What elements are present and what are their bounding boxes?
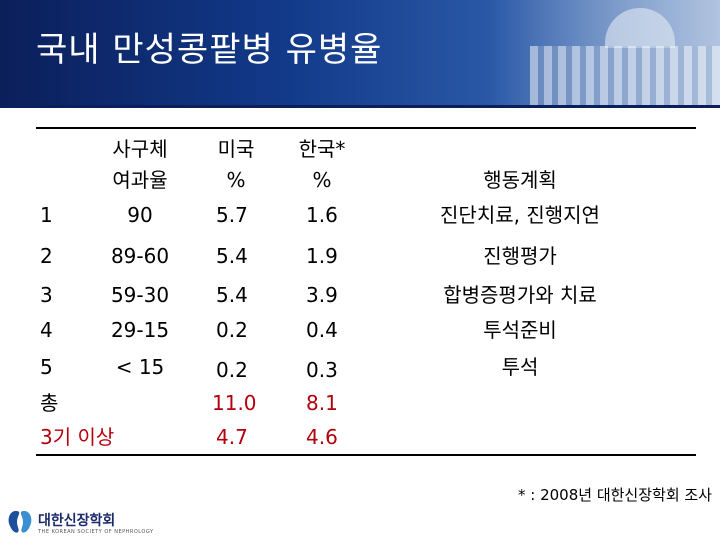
logo-name: 대한신장학회 <box>38 513 116 529</box>
header-kr-line2: % <box>312 168 332 192</box>
total-kr: 8.1 <box>306 391 338 415</box>
cell-stage: 4 <box>40 318 53 342</box>
table-top-rule <box>36 127 696 129</box>
header-gfr-line2: 여과율 <box>112 168 168 192</box>
cell-plan: 투석 <box>501 355 539 379</box>
page-title: 국내 만성콩팥병 유병율 <box>36 30 383 70</box>
header-gfr-line1: 사구체 <box>112 137 168 161</box>
cell-kr: 1.9 <box>306 244 338 268</box>
cell-us: 5.4 <box>216 244 248 268</box>
header-divider <box>0 105 720 108</box>
cell-plan: 투석준비 <box>483 318 557 342</box>
total-label: 총 <box>40 391 59 415</box>
cell-us: 5.7 <box>216 203 248 227</box>
building-dome <box>605 8 675 48</box>
cell-stage: 2 <box>40 244 53 268</box>
cell-us: 0.2 <box>216 318 248 342</box>
cell-plan: 진행평가 <box>483 244 557 268</box>
cell-us: 5.4 <box>216 283 248 307</box>
header-plan: 행동계획 <box>483 168 557 192</box>
cell-kr: 0.3 <box>306 358 338 382</box>
footnote: * : 2008년 대한신장학회 조사 <box>517 486 712 504</box>
table-bottom-rule <box>36 454 696 456</box>
cell-stage: 3 <box>40 283 53 307</box>
logo-subtitle: THE KOREAN SOCIETY OF NEPHROLOGY <box>38 529 154 535</box>
cell-gfr: < 15 <box>115 355 165 379</box>
cell-plan: 진단치료, 진행지연 <box>440 203 600 227</box>
cell-gfr: 90 <box>127 203 153 227</box>
cell-kr: 1.6 <box>306 203 338 227</box>
cell-stage: 5 <box>40 355 53 379</box>
header-us-line2: % <box>226 168 246 192</box>
header-us-line1: 미국 <box>217 137 255 161</box>
cell-plan: 합병증평가와 치료 <box>443 283 597 307</box>
cell-stage: 1 <box>40 203 53 227</box>
cell-us: 0.2 <box>216 358 248 382</box>
cell-kr: 0.4 <box>306 318 338 342</box>
stage3plus-label: 3기 이상 <box>40 425 115 449</box>
title-banner: 국내 만성콩팥병 유병율 <box>0 0 720 105</box>
cell-kr: 3.9 <box>306 283 338 307</box>
stage3plus-us: 4.7 <box>216 425 248 449</box>
cell-gfr: 89-60 <box>110 244 170 268</box>
kidney-logo-icon <box>8 511 32 533</box>
cell-gfr: 29-15 <box>110 318 170 342</box>
stage3plus-kr: 4.6 <box>306 425 338 449</box>
cell-gfr: 59-30 <box>110 283 170 307</box>
building-facade <box>530 46 720 105</box>
building-image <box>490 0 720 105</box>
society-logo: 대한신장학회 THE KOREAN SOCIETY OF NEPHROLOGY <box>6 506 186 540</box>
total-us: 11.0 <box>212 391 257 415</box>
header-kr-line1: 한국* <box>298 137 346 161</box>
